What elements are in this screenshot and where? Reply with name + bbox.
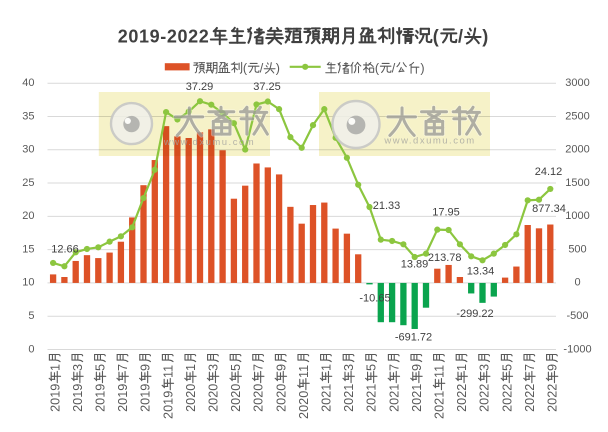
svg-text:(: (: [243, 62, 248, 76]
svg-text:2021: 2021: [410, 384, 424, 412]
svg-text:2020: 2020: [184, 384, 198, 412]
svg-text:37.25: 37.25: [253, 81, 281, 93]
svg-text:7: 7: [116, 364, 130, 371]
svg-text:2019: 2019: [161, 391, 175, 419]
svg-text:11: 11: [433, 365, 447, 378]
svg-text:-1000: -1000: [563, 343, 591, 355]
svg-text:2022: 2022: [500, 384, 514, 412]
svg-text:2020: 2020: [229, 384, 243, 412]
svg-text:2000: 2000: [565, 144, 589, 156]
svg-text:2019: 2019: [94, 384, 108, 412]
svg-text:15: 15: [22, 243, 34, 255]
svg-text:9: 9: [139, 364, 153, 371]
svg-text:): ): [420, 62, 424, 76]
svg-text:20: 20: [22, 210, 34, 222]
svg-text:1: 1: [455, 364, 469, 371]
svg-text:2021: 2021: [387, 384, 401, 412]
svg-text:877.34: 877.34: [532, 203, 566, 215]
svg-text:5: 5: [94, 364, 108, 371]
svg-text:3000: 3000: [565, 77, 589, 89]
svg-text:2020: 2020: [207, 384, 221, 412]
svg-text:5: 5: [229, 364, 243, 371]
svg-text:): ): [276, 62, 280, 76]
svg-text:5: 5: [500, 364, 514, 371]
svg-text:2022: 2022: [523, 384, 537, 412]
svg-text:2500: 2500: [565, 110, 589, 122]
svg-text:-500: -500: [566, 310, 588, 322]
svg-text:2019: 2019: [116, 384, 130, 412]
svg-text:9: 9: [546, 364, 560, 371]
svg-text:/: /: [458, 26, 464, 46]
svg-text:www.dxumu.com: www.dxumu.com: [383, 135, 475, 146]
svg-text:0: 0: [574, 277, 580, 289]
svg-text:2020: 2020: [297, 391, 311, 419]
svg-text:500: 500: [568, 243, 586, 255]
svg-text:35: 35: [22, 110, 34, 122]
svg-text:11: 11: [161, 365, 175, 378]
svg-text:30: 30: [22, 144, 34, 156]
svg-text:13.34: 13.34: [467, 265, 495, 277]
svg-text:2022: 2022: [478, 384, 492, 412]
svg-text:-691.72: -691.72: [395, 331, 432, 343]
svg-text:(: (: [433, 26, 440, 46]
svg-text:2020: 2020: [252, 384, 266, 412]
svg-text:2019: 2019: [139, 384, 153, 412]
svg-text:12.66: 12.66: [51, 243, 79, 255]
svg-text:1500: 1500: [565, 177, 589, 189]
svg-text:3: 3: [71, 364, 85, 371]
svg-text:www.dxumu.com: www.dxumu.com: [163, 137, 255, 148]
svg-text:21.33: 21.33: [373, 200, 401, 212]
svg-text:24.12: 24.12: [535, 166, 563, 178]
svg-text:2021: 2021: [433, 391, 447, 419]
svg-text:11: 11: [297, 365, 311, 378]
svg-text:1: 1: [184, 364, 198, 371]
svg-text:3: 3: [207, 364, 221, 371]
svg-text:1000: 1000: [565, 210, 589, 222]
svg-text:2019-2022: 2019-2022: [118, 26, 210, 46]
svg-text:37.29: 37.29: [186, 81, 214, 93]
svg-text:1: 1: [48, 364, 62, 371]
svg-text:2022: 2022: [455, 384, 469, 412]
svg-text:2021: 2021: [320, 384, 334, 412]
svg-text:213.78: 213.78: [428, 252, 462, 264]
svg-text:): ): [482, 26, 489, 46]
svg-text:3: 3: [478, 364, 492, 371]
svg-text:2022: 2022: [546, 384, 560, 412]
svg-text:2019: 2019: [48, 384, 62, 412]
svg-text:2020: 2020: [274, 384, 288, 412]
svg-text:9: 9: [410, 364, 424, 371]
svg-text:40: 40: [22, 77, 34, 89]
svg-text:0: 0: [28, 343, 34, 355]
svg-text:5: 5: [28, 310, 34, 322]
svg-text:25: 25: [22, 177, 34, 189]
svg-text:10: 10: [22, 277, 34, 289]
svg-text:7: 7: [523, 364, 537, 371]
svg-text:2021: 2021: [342, 384, 356, 412]
svg-text:/: /: [260, 62, 264, 76]
svg-text:2019: 2019: [71, 384, 85, 412]
svg-text:1: 1: [320, 364, 334, 371]
svg-text:3: 3: [342, 364, 356, 371]
svg-text:-10.65: -10.65: [359, 292, 390, 304]
svg-text:2021: 2021: [365, 384, 379, 412]
svg-text:-299.22: -299.22: [456, 308, 493, 320]
svg-text:13.89: 13.89: [401, 258, 429, 270]
svg-text:5: 5: [365, 364, 379, 371]
svg-text:17.95: 17.95: [432, 206, 460, 218]
svg-text:/: /: [392, 62, 396, 76]
svg-text:7: 7: [387, 364, 401, 371]
svg-text:9: 9: [274, 364, 288, 371]
svg-text:7: 7: [252, 364, 266, 371]
svg-text:(: (: [375, 62, 380, 76]
